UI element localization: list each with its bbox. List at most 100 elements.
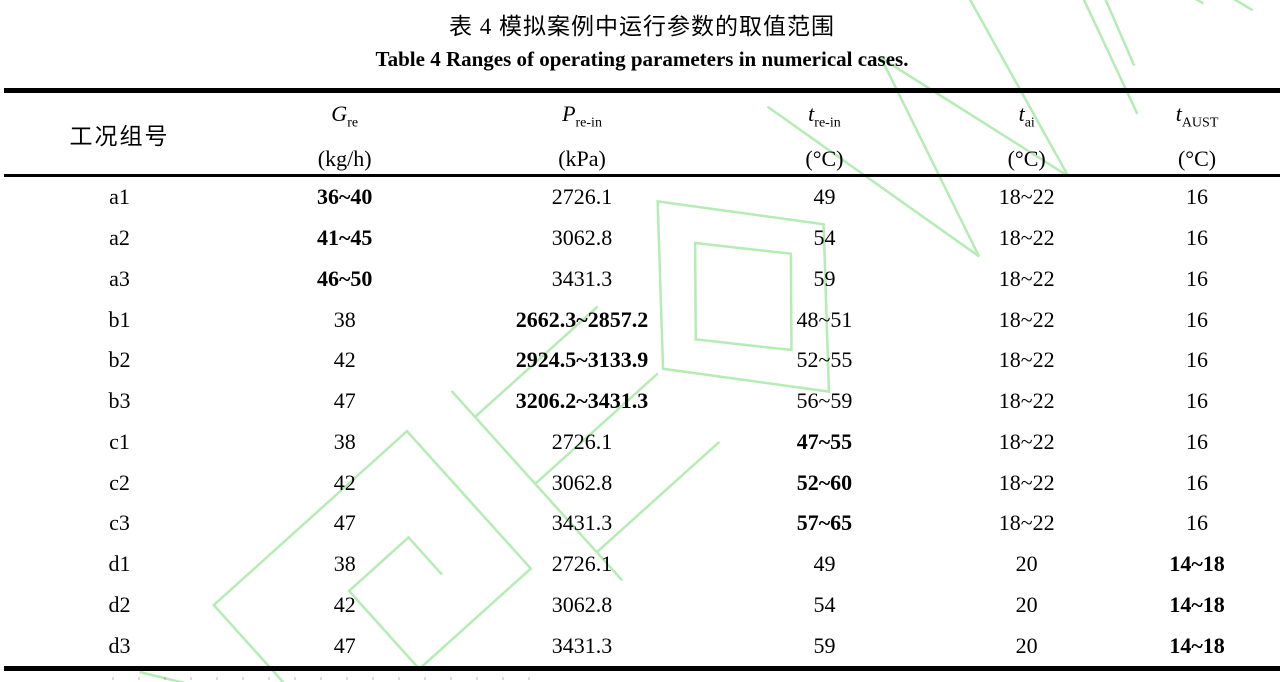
header-tai: tai (°C) (939, 91, 1114, 176)
value-cell: 3206.2~3431.3 (515, 388, 649, 414)
value-cell: 3431.3 (551, 632, 613, 658)
table-row: a3 46~50 3431.3 59 18~22 16 (4, 259, 1280, 300)
value-cell: 16 (1186, 184, 1209, 210)
case-id-cell: d2 (108, 591, 131, 617)
value-cell: 2924.5~3133.9 (515, 347, 649, 373)
value-cell: 18~22 (998, 347, 1055, 373)
value-cell: 48~51 (796, 306, 853, 332)
table-row: a1 36~40 2726.1 49 18~22 16 (4, 176, 1280, 218)
table-row: a2 41~45 3062.8 54 18~22 16 (4, 218, 1280, 259)
case-id-cell: a2 (109, 225, 130, 251)
unit-c-1: (°C) (805, 145, 844, 171)
table-row: d3 47 3431.3 59 20 14~18 (4, 625, 1280, 668)
table-body: a1 36~40 2726.1 49 18~22 16 a2 41~45 3062.8 54 18~… (4, 176, 1280, 669)
value-cell: 49 (813, 551, 836, 577)
case-id-cell: b1 (108, 306, 131, 332)
table-row: c2 42 3062.8 52~60 18~22 16 (4, 462, 1280, 503)
case-id-cell: a1 (109, 184, 130, 210)
table-row: c1 38 2726.1 47~55 18~22 16 (4, 422, 1280, 463)
table-row: b1 38 2662.3~2857.2 48~51 18~22 16 (4, 299, 1280, 340)
value-cell: 3062.8 (551, 469, 613, 495)
value-cell: 59 (813, 265, 836, 291)
value-cell: 46~50 (316, 265, 373, 291)
symbol-G: G (331, 100, 348, 126)
value-cell: 2726.1 (551, 184, 613, 210)
unit-c-3: (°C) (1177, 145, 1217, 171)
value-cell: 38 (333, 306, 356, 332)
table-header: 工况组号 Gre (kg/h) Pre-in (kPa) tr (4, 91, 1280, 176)
value-cell: 16 (1186, 265, 1209, 291)
case-id-cell: a3 (109, 265, 130, 291)
case-id-cell: c2 (109, 469, 130, 495)
value-cell: 16 (1186, 225, 1209, 251)
value-cell: 52~55 (796, 347, 853, 373)
value-cell: 18~22 (998, 428, 1055, 454)
sub-re-in-2: re-in (814, 114, 841, 130)
header-row: 工况组号 Gre (kg/h) Pre-in (kPa) tr (4, 91, 1280, 176)
value-cell: 16 (1186, 510, 1209, 536)
value-cell: 56~59 (796, 388, 853, 414)
value-cell: 38 (333, 428, 356, 454)
value-cell: 2726.1 (551, 551, 613, 577)
header-gre: Gre (kg/h) (235, 91, 454, 176)
header-case-label: 工况组号 (69, 123, 170, 149)
value-cell: 18~22 (998, 265, 1055, 291)
value-cell: 54 (813, 225, 836, 251)
value-cell: 47 (333, 388, 356, 414)
value-cell: 52~60 (796, 469, 853, 495)
case-id-cell: c3 (109, 510, 130, 536)
value-cell: 47~55 (796, 428, 853, 454)
unit-kgh: (kg/h) (317, 145, 372, 171)
table-row: b3 47 3206.2~3431.3 56~59 18~22 16 (4, 381, 1280, 422)
value-cell: 14~18 (1169, 632, 1225, 658)
value-cell: 16 (1186, 388, 1209, 414)
value-cell: 42 (333, 347, 356, 373)
value-cell: 18~22 (998, 388, 1055, 414)
value-cell: 18~22 (998, 306, 1055, 332)
value-cell: 38 (333, 551, 356, 577)
unit-c-2: (°C) (1007, 145, 1046, 171)
value-cell: 42 (333, 469, 356, 495)
table-row: d1 38 2726.1 49 20 14~18 (4, 544, 1280, 585)
value-cell: 14~18 (1169, 591, 1225, 617)
value-cell: 20 (1015, 591, 1038, 617)
value-cell: 16 (1186, 428, 1209, 454)
value-cell: 49 (813, 184, 836, 210)
value-cell: 3431.3 (551, 265, 613, 291)
value-cell: 20 (1015, 632, 1038, 658)
table-row: b2 42 2924.5~3133.9 52~55 18~22 16 (4, 340, 1280, 381)
symbol-P: P (562, 100, 576, 126)
value-cell: 16 (1186, 306, 1209, 332)
case-id-cell: b3 (108, 388, 131, 414)
value-cell: 18~22 (998, 225, 1055, 251)
header-prein: Pre-in (kPa) (454, 91, 709, 176)
case-id-cell: b2 (108, 347, 131, 373)
case-id-cell: d3 (108, 632, 131, 658)
value-cell: 3431.3 (551, 510, 613, 536)
sub-re-in: re-in (575, 114, 602, 130)
value-cell: 57~65 (796, 510, 853, 536)
table-row: c3 47 3431.3 57~65 18~22 16 (4, 503, 1280, 544)
value-cell: 16 (1186, 347, 1209, 373)
sub-re: re (347, 114, 359, 130)
cut-off-text-fragment (112, 677, 542, 680)
value-cell: 42 (333, 591, 356, 617)
value-cell: 18~22 (998, 184, 1055, 210)
value-cell: 47 (333, 632, 356, 658)
table-title-en: Table 4 Ranges of operating parameters i… (375, 47, 909, 71)
value-cell: 18~22 (998, 510, 1055, 536)
value-cell: 2662.3~2857.2 (515, 306, 649, 332)
value-cell: 2726.1 (551, 428, 613, 454)
table-title-zh: 表 4 模拟案例中运行参数的取值范围 (449, 14, 835, 39)
header-trein: tre-in (°C) (710, 91, 940, 176)
value-cell: 36~40 (316, 184, 373, 210)
value-cell: 16 (1186, 469, 1209, 495)
value-cell: 59 (813, 632, 836, 658)
value-cell: 3062.8 (551, 225, 613, 251)
value-cell: 41~45 (316, 225, 373, 251)
case-id-cell: c1 (109, 428, 130, 454)
value-cell: 3062.8 (551, 591, 613, 617)
table-row: d2 42 3062.8 54 20 14~18 (4, 585, 1280, 626)
sub-ai: ai (1024, 114, 1035, 130)
unit-kpa: (kPa) (558, 145, 606, 171)
